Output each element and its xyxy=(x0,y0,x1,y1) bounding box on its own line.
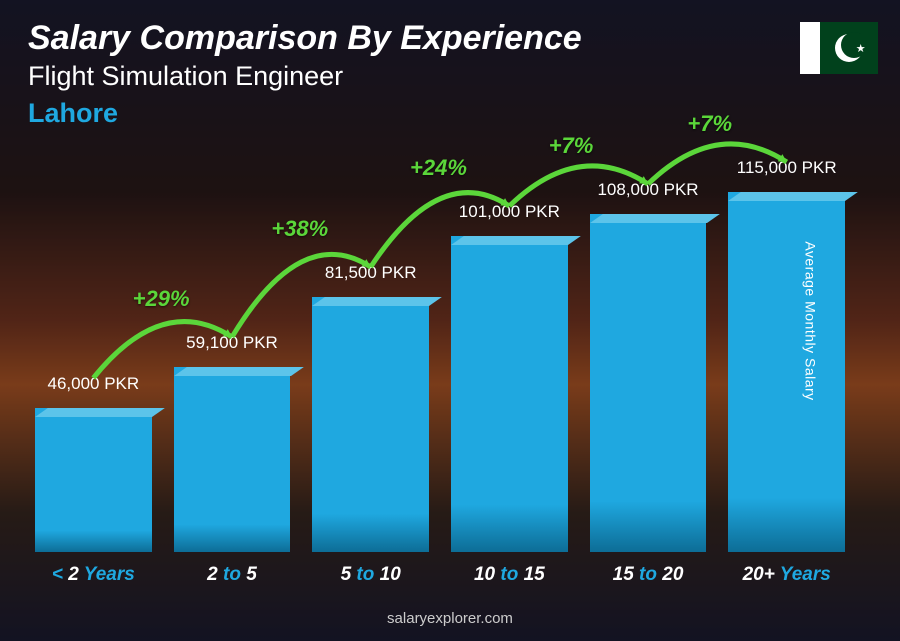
flag-stripe xyxy=(800,22,820,74)
flag-pakistan: ★ xyxy=(800,22,878,74)
footer-attribution: salaryexplorer.com xyxy=(0,610,900,627)
increase-pct-label: +24% xyxy=(410,155,467,181)
increase-pct-label: +29% xyxy=(133,286,190,312)
star-icon: ★ xyxy=(856,42,866,55)
bar-chart: 46,000 PKR< 2 Years59,100 PKR2 to 581,50… xyxy=(35,170,845,586)
increase-pct-label: +38% xyxy=(271,216,328,242)
header: Salary Comparison By Experience Flight S… xyxy=(28,20,872,129)
chart-subtitle: Flight Simulation Engineer xyxy=(28,61,872,92)
increase-pct-label: +7% xyxy=(549,133,594,159)
increase-arc-icon xyxy=(35,170,845,586)
chart-location: Lahore xyxy=(28,98,872,129)
chart-title: Salary Comparison By Experience xyxy=(28,20,872,57)
flag-field: ★ xyxy=(820,22,879,74)
increase-pct-label: +7% xyxy=(687,111,732,137)
